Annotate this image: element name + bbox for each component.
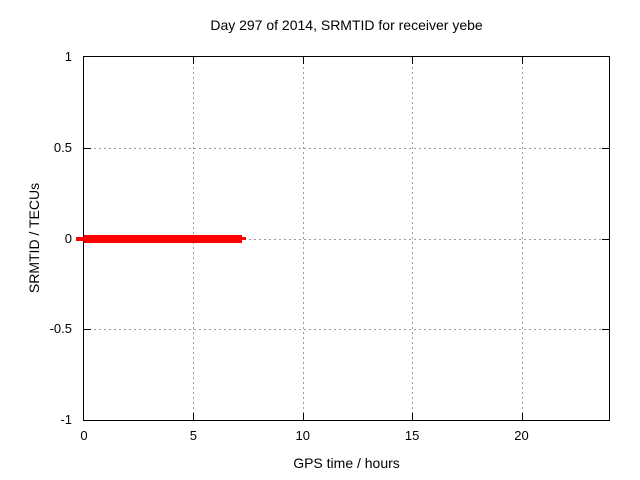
data-series-line <box>84 234 242 243</box>
x-tick-label: 10 <box>295 428 310 443</box>
y-tick-label: 0 <box>64 230 72 246</box>
y-tick-label: 0.5 <box>53 139 72 155</box>
x-tick-top <box>193 57 195 64</box>
x-tick-top <box>412 57 414 64</box>
plot-area <box>76 56 610 421</box>
x-axis-label: GPS time / hours <box>293 455 400 471</box>
chart-title: Day 297 of 2014, SRMTID for receiver yeb… <box>210 17 483 33</box>
x-tick-top <box>521 57 523 64</box>
x-tick-top <box>302 57 304 64</box>
x-tick-label: 5 <box>189 428 197 443</box>
x-tick-label: 15 <box>404 428 420 443</box>
data-series-left-cap <box>76 236 84 241</box>
x-tick-label: 0 <box>80 428 88 443</box>
x-tick-bottom <box>412 413 414 420</box>
y-tick-right <box>602 147 609 149</box>
y-tick-right <box>602 238 609 240</box>
x-tick-bottom <box>521 413 523 420</box>
x-tick-bottom <box>193 413 195 420</box>
y-gridline <box>84 329 609 331</box>
y-tick-left <box>84 329 91 331</box>
y-tick-label: 1 <box>64 49 72 64</box>
y-gridline <box>84 147 609 149</box>
y-tick-label: -0.5 <box>49 321 72 337</box>
y-axis-label: SRMTID / TECUs <box>26 182 42 294</box>
y-tick-left <box>84 147 91 149</box>
x-tick-bottom <box>302 413 304 420</box>
y-gridline <box>84 238 609 240</box>
data-series-right-cap <box>241 237 246 240</box>
y-tick-label: -1 <box>60 412 72 427</box>
x-tick-label: 20 <box>514 428 529 443</box>
y-tick-right <box>602 329 609 331</box>
